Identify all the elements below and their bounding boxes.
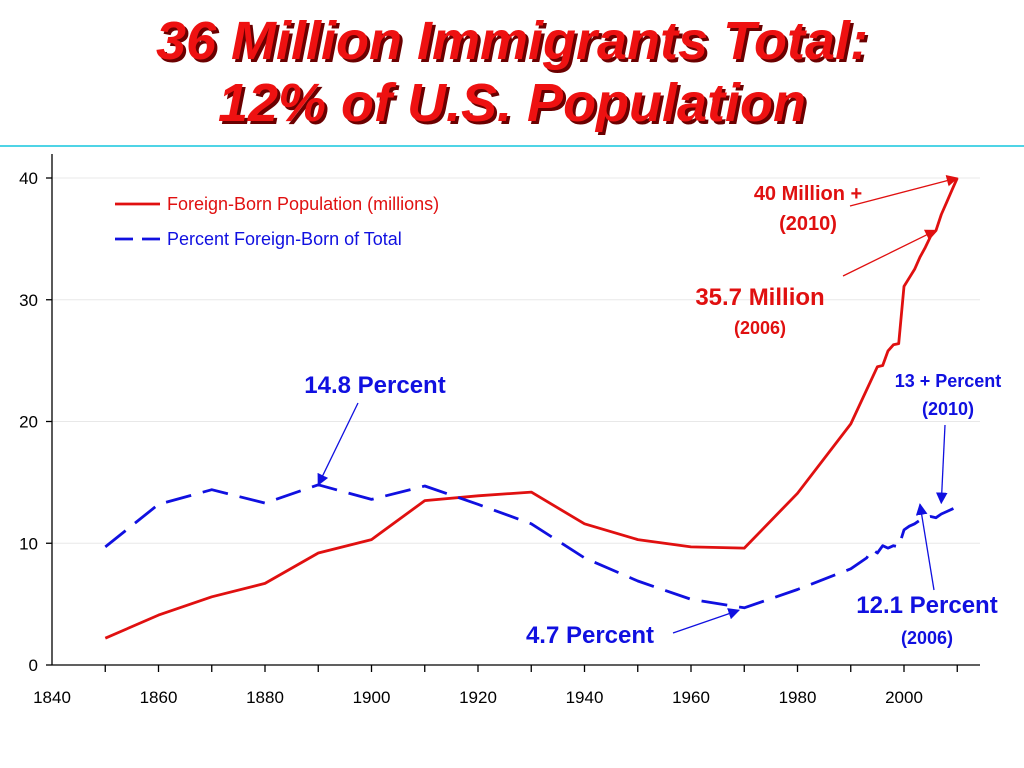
x-tick-label-1880: 1880 (246, 688, 284, 707)
y-tick-label-10: 10 (19, 534, 38, 553)
chart-title: 36 Million Immigrants Total: 12% of U.S.… (0, 10, 1024, 134)
ann-148-arrow (317, 402, 359, 486)
title-line-2: 12% of U.S. Population (217, 73, 807, 133)
ann-148-line-1: 14.8 Percent (304, 372, 445, 399)
x-tick-label-1920: 1920 (459, 688, 497, 707)
x-tick-label-1960: 1960 (672, 688, 710, 707)
ann-357m-line-1: 35.7 Million (695, 284, 824, 311)
ann-121-arrow (915, 503, 935, 591)
y-tick-label-40: 40 (19, 169, 38, 188)
ann-357m-arrow (842, 229, 938, 277)
ann-121-line-1: 12.1 Percent (856, 592, 997, 619)
x-tick-label-1840: 1840 (33, 688, 71, 707)
x-tick-label-2000: 2000 (885, 688, 923, 707)
y-tick-label-20: 20 (19, 413, 38, 432)
series-line-percent (104, 483, 958, 610)
ann-40m-line-2: (2010) (779, 213, 837, 235)
ann-40m-line-1: 40 Million + (754, 183, 862, 205)
x-tick-label-1900: 1900 (353, 688, 391, 707)
ann-47-line-1: 4.7 Percent (526, 622, 654, 649)
title-line-1: 36 Million Immigrants Total: (155, 11, 869, 71)
x-tick-label-1980: 1980 (779, 688, 817, 707)
ann-13p-arrow (935, 424, 948, 505)
ann-13p-line-2: (2010) (922, 399, 974, 419)
ann-121-line-2: (2006) (901, 628, 953, 648)
title-divider (0, 145, 1024, 147)
ann-40m-arrow (849, 174, 959, 207)
y-tick-label-0: 0 (29, 656, 38, 675)
legend-label-foreign-born: Foreign-Born Population (millions) (167, 194, 439, 214)
ann-47-arrow (672, 608, 741, 634)
x-tick-label-1860: 1860 (140, 688, 178, 707)
legend-label-percent: Percent Foreign-Born of Total (167, 229, 402, 249)
y-tick-label-30: 30 (19, 291, 38, 310)
x-tick-label-1940: 1940 (566, 688, 604, 707)
ann-13p-line-1: 13 + Percent (895, 371, 1002, 391)
ann-357m-line-2: (2006) (734, 318, 786, 338)
